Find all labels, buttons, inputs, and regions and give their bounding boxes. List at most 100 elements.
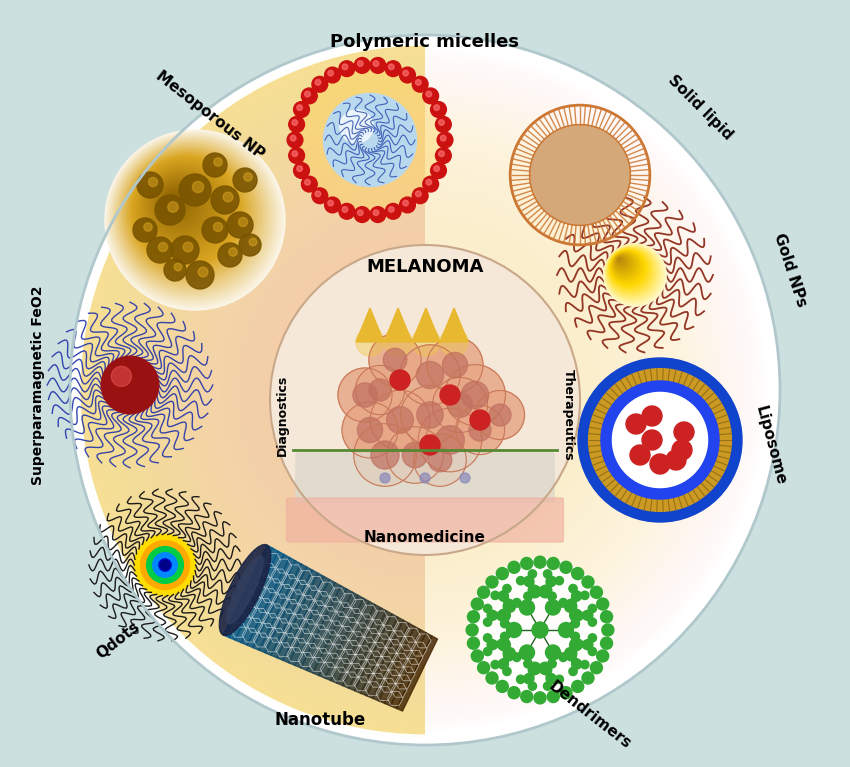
Circle shape — [111, 367, 132, 387]
Polygon shape — [384, 308, 412, 342]
Circle shape — [142, 167, 223, 249]
FancyBboxPatch shape — [286, 498, 564, 542]
Circle shape — [130, 155, 243, 268]
Polygon shape — [354, 614, 398, 693]
Circle shape — [426, 179, 432, 185]
Circle shape — [293, 163, 309, 179]
Circle shape — [115, 140, 268, 293]
Circle shape — [134, 160, 235, 261]
Circle shape — [478, 662, 490, 673]
Polygon shape — [277, 573, 324, 660]
Text: Diagnostics: Diagnostics — [275, 374, 288, 456]
Circle shape — [571, 632, 580, 640]
Circle shape — [650, 454, 670, 474]
Text: Nanomedicine: Nanomedicine — [364, 529, 486, 545]
Polygon shape — [343, 607, 386, 688]
Circle shape — [150, 175, 211, 235]
Circle shape — [608, 248, 654, 294]
Circle shape — [610, 250, 646, 286]
Circle shape — [610, 251, 644, 285]
Polygon shape — [397, 636, 438, 711]
Circle shape — [355, 365, 405, 415]
Circle shape — [127, 152, 248, 274]
Circle shape — [139, 163, 229, 254]
Circle shape — [566, 650, 576, 661]
Circle shape — [353, 383, 377, 407]
Circle shape — [108, 133, 280, 304]
Polygon shape — [224, 545, 273, 637]
Circle shape — [605, 245, 662, 302]
Circle shape — [433, 377, 488, 433]
Circle shape — [471, 598, 484, 610]
Circle shape — [416, 191, 421, 196]
Circle shape — [153, 178, 205, 230]
Circle shape — [524, 592, 532, 601]
Circle shape — [614, 254, 635, 275]
Circle shape — [122, 146, 257, 282]
Circle shape — [434, 105, 439, 110]
Circle shape — [440, 328, 468, 356]
Circle shape — [572, 680, 584, 693]
Circle shape — [106, 131, 284, 308]
Circle shape — [546, 600, 560, 615]
Circle shape — [385, 61, 401, 77]
Circle shape — [166, 191, 184, 209]
Circle shape — [137, 172, 163, 198]
Circle shape — [192, 182, 204, 193]
Circle shape — [604, 244, 666, 306]
Circle shape — [501, 620, 509, 627]
Circle shape — [564, 647, 577, 660]
Circle shape — [121, 146, 258, 283]
Circle shape — [147, 237, 173, 263]
Circle shape — [547, 673, 554, 681]
Circle shape — [491, 591, 499, 600]
Circle shape — [614, 253, 636, 276]
Circle shape — [302, 176, 317, 192]
Circle shape — [616, 256, 627, 267]
Circle shape — [370, 58, 386, 74]
Circle shape — [339, 61, 354, 77]
Circle shape — [564, 600, 577, 613]
Circle shape — [388, 64, 394, 70]
Circle shape — [517, 675, 524, 683]
Circle shape — [588, 618, 597, 626]
Circle shape — [486, 672, 498, 684]
Circle shape — [560, 561, 572, 573]
Circle shape — [312, 188, 328, 203]
Text: Therapeutics: Therapeutics — [562, 369, 575, 461]
Polygon shape — [331, 601, 375, 683]
Circle shape — [168, 193, 179, 205]
Circle shape — [666, 450, 686, 470]
Circle shape — [342, 64, 348, 70]
Circle shape — [500, 659, 508, 667]
Circle shape — [149, 177, 157, 186]
Circle shape — [387, 407, 413, 433]
Circle shape — [529, 570, 536, 578]
Circle shape — [287, 132, 303, 148]
Circle shape — [369, 379, 391, 401]
Circle shape — [524, 660, 532, 668]
Circle shape — [448, 393, 473, 417]
Circle shape — [119, 144, 261, 286]
Circle shape — [597, 598, 609, 610]
Circle shape — [607, 247, 657, 297]
Circle shape — [383, 348, 407, 372]
Circle shape — [434, 166, 439, 172]
Circle shape — [292, 61, 449, 219]
Circle shape — [615, 255, 630, 270]
Circle shape — [504, 650, 513, 661]
Polygon shape — [384, 630, 426, 706]
Circle shape — [582, 640, 590, 649]
Circle shape — [435, 117, 451, 132]
Circle shape — [614, 254, 634, 274]
Circle shape — [289, 148, 304, 163]
Circle shape — [136, 161, 233, 258]
Circle shape — [147, 172, 215, 239]
Circle shape — [293, 101, 309, 117]
Text: Dendrimers: Dendrimers — [546, 678, 634, 752]
Circle shape — [426, 91, 432, 97]
Circle shape — [591, 586, 603, 598]
Circle shape — [615, 255, 631, 271]
Circle shape — [439, 120, 445, 125]
Circle shape — [358, 61, 363, 67]
